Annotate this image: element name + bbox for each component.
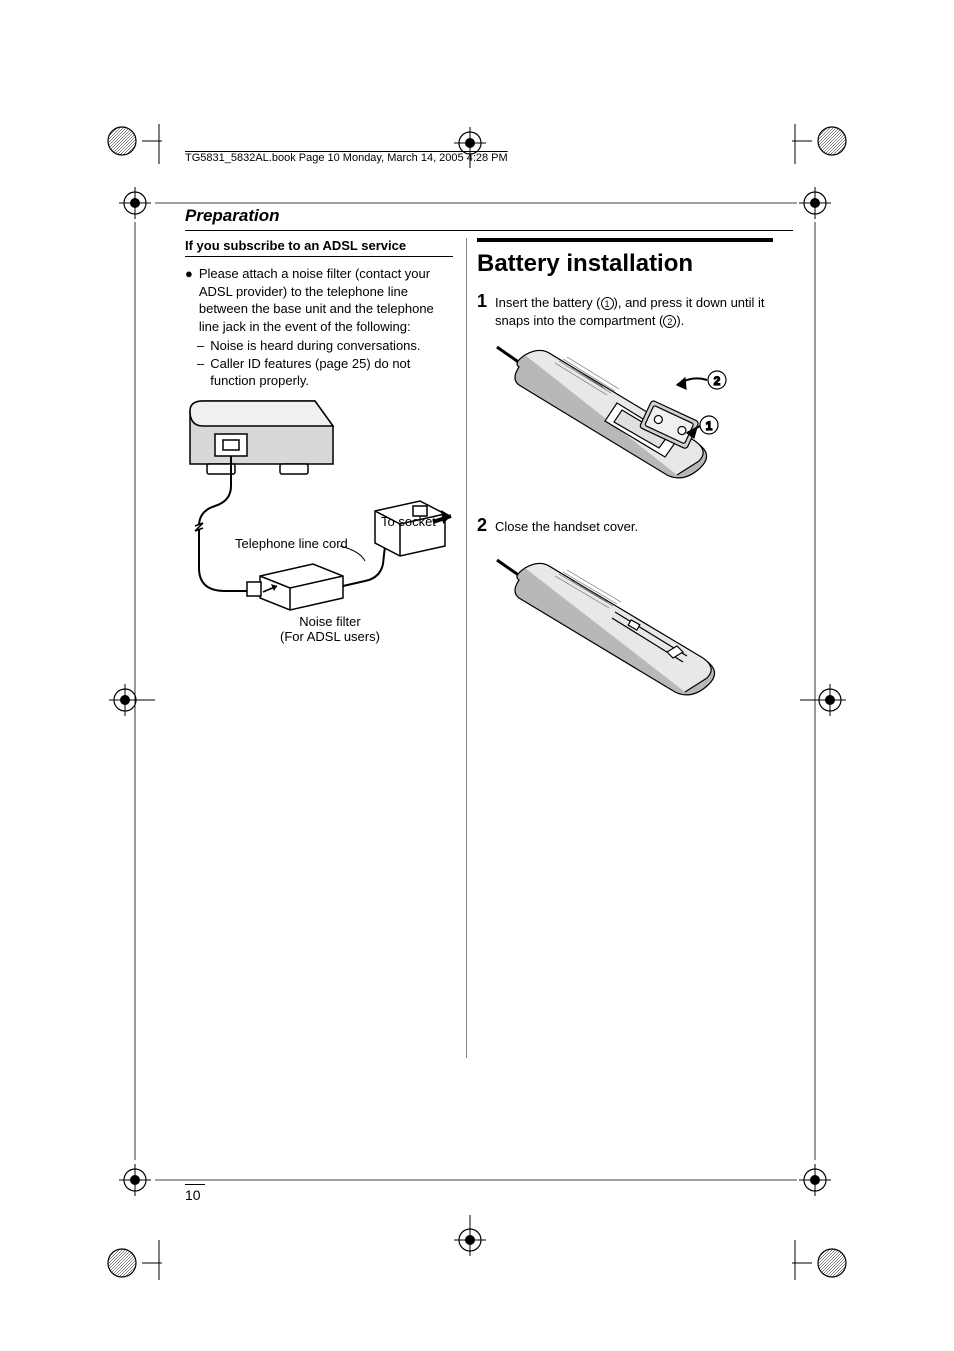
bullet-icon: ● — [185, 265, 193, 335]
reg-mark-right — [800, 680, 860, 720]
dash2-text: Caller ID features (page 25) do not func… — [210, 355, 453, 390]
svg-text:2: 2 — [714, 374, 721, 388]
reg-corner-br — [795, 1160, 835, 1200]
circled-1-icon: 1 — [601, 297, 614, 310]
battery-title: Battery installation — [477, 238, 773, 278]
page-content: Preparation If you subscribe to an ADSL … — [161, 128, 793, 1223]
circled-2-icon: 2 — [663, 315, 676, 328]
step-2-number: 2 — [477, 516, 487, 536]
svg-text:1: 1 — [706, 419, 713, 433]
callout-socket: To socket — [381, 514, 436, 529]
callout-cord: Telephone line cord — [235, 536, 348, 551]
callout-filter: Noise filter (For ADSL users) — [280, 614, 380, 644]
step-1-number: 1 — [477, 292, 487, 329]
reg-corner-bl — [115, 1160, 155, 1200]
crop-mark-bottom-right — [792, 1200, 872, 1280]
crop-mark-bottom-left — [82, 1200, 162, 1280]
step-1-text: Insert the battery (1), and press it dow… — [495, 292, 773, 329]
page-number: 10 — [185, 1184, 205, 1203]
left-column: If you subscribe to an ADSL service ● Pl… — [185, 238, 453, 733]
dash-icon: – — [197, 355, 204, 390]
section-header: Preparation — [185, 206, 793, 231]
handset-closed-diagram — [477, 552, 737, 712]
reg-corner-tr — [795, 183, 835, 223]
reg-corner-tl — [115, 183, 155, 223]
reg-mark-left — [95, 680, 155, 720]
base-unit-diagram: To socket Telephone line cord Noise filt… — [185, 396, 453, 651]
bullet-text: Please attach a noise filter (contact yo… — [199, 265, 453, 335]
handset-open-diagram: 2 1 — [477, 345, 737, 495]
adsl-subtitle: If you subscribe to an ADSL service — [185, 238, 453, 257]
dash1-text: Noise is heard during conversations. — [210, 337, 420, 355]
dash-icon: – — [197, 337, 204, 355]
step-2-text: Close the handset cover. — [495, 516, 638, 536]
right-column: Battery installation 1 Insert the batter… — [477, 238, 773, 733]
